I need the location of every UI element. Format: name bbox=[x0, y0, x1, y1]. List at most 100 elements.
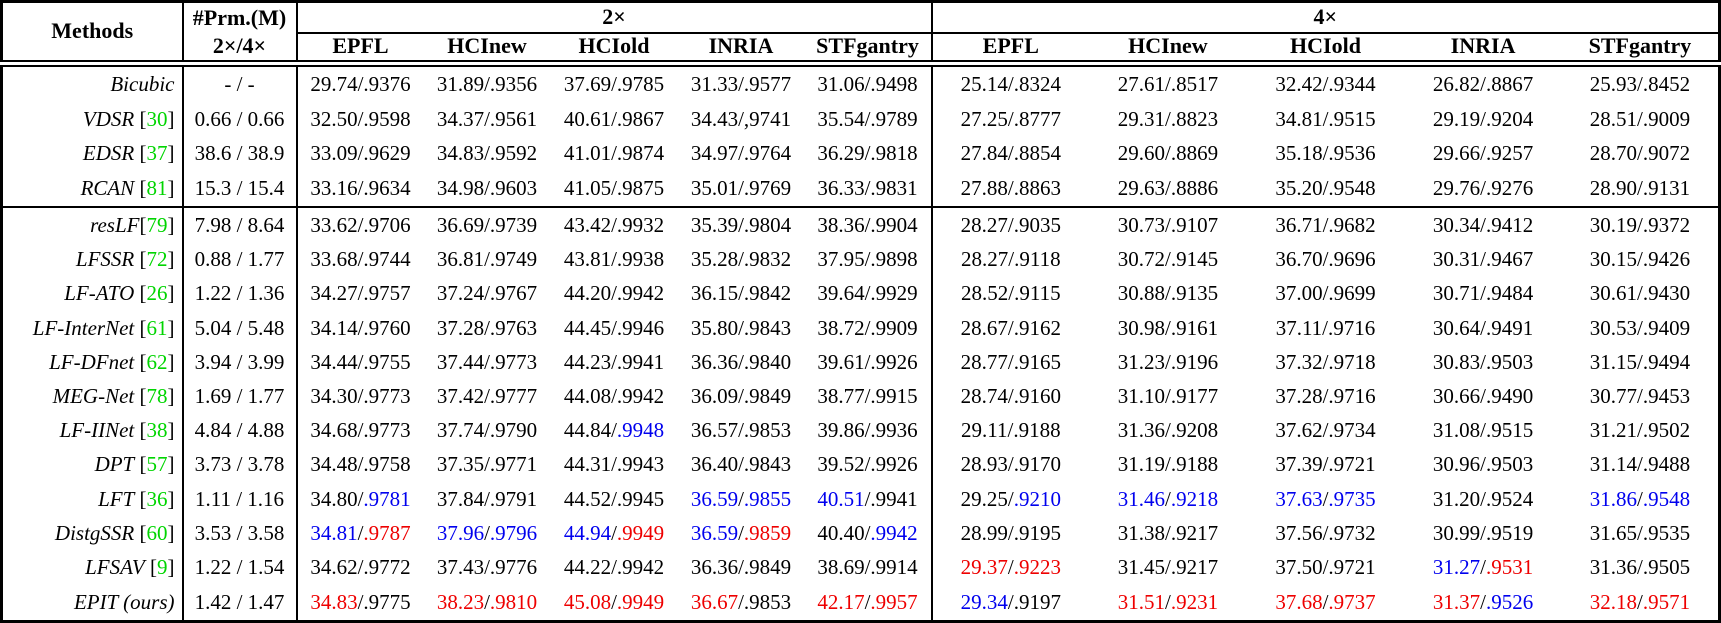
table-row: DistgSSR [60] 3.53 / 3.58 34.81/.9787 37.96… bbox=[1, 516, 1720, 551]
metric-cell: 28.27/.9118 bbox=[961, 247, 1061, 272]
metric-cell: 28.90/.9131 bbox=[1561, 171, 1720, 208]
metric-cell: 38.77/.9915 bbox=[804, 379, 933, 414]
metric-cell: 44.20/.9942 bbox=[563, 281, 665, 306]
citation-ref: [38] bbox=[134, 418, 175, 443]
metric-cell: 34.81/.9515 bbox=[1275, 107, 1376, 132]
metric-cell: 37.43/.9776 bbox=[436, 555, 538, 580]
metric-cell: 34.83/.9592 bbox=[436, 141, 538, 166]
metric-cell: 34.81/.9787 bbox=[310, 520, 411, 545]
metric-cell: 36.09/.9849 bbox=[690, 383, 792, 408]
table-row: RCAN [81] 15.3 / 15.4 33.16/.9634 34.98/.96… bbox=[1, 171, 1720, 208]
metric-cell: 31.19/.9188 bbox=[1117, 452, 1219, 477]
metric-cell: 34.80/.9781 bbox=[310, 486, 411, 511]
metric-cell: 28.52/.9115 bbox=[961, 281, 1061, 306]
metric-cell: 30.66/.9490 bbox=[1432, 383, 1534, 408]
param-count: 1.22 / 1.54 bbox=[182, 550, 298, 586]
metric-cell: 36.15/.9842 bbox=[690, 281, 792, 306]
metric-cell: 37.74/.9790 bbox=[436, 418, 538, 443]
param-count: - / - bbox=[182, 63, 298, 103]
metric-cell: 36.59/.9855 bbox=[690, 486, 792, 511]
metric-cell: 31.33/.9577 bbox=[690, 72, 792, 97]
method-name: DistgSSR [60] bbox=[1, 516, 184, 551]
dataset-header-4x-inria: INRIA bbox=[1404, 32, 1562, 67]
metric-cell: 28.77/.9165 bbox=[960, 349, 1061, 374]
metric-cell: 37.44/.9773 bbox=[436, 349, 538, 374]
param-count: 0.66 / 0.66 bbox=[182, 102, 298, 138]
metric-cell: 32.18/.9571 bbox=[1589, 589, 1691, 614]
metric-cell: 44.22/.9942 bbox=[563, 555, 665, 580]
citation-ref: [72] bbox=[134, 247, 175, 272]
dataset-header-4x-epfl: EPFL bbox=[931, 32, 1090, 67]
citation-ref: [30] bbox=[134, 107, 175, 132]
citation-ref: [79] bbox=[139, 212, 175, 237]
metric-cell: 29.37/.9223 bbox=[960, 555, 1061, 580]
metric-cell: 31.27/.9531 bbox=[1432, 555, 1534, 580]
metric-cell: 34.68/.9773 bbox=[310, 418, 411, 443]
metric-cell: 38.72/.9909 bbox=[804, 311, 933, 346]
metric-cell: 28.27/.9035 bbox=[960, 212, 1061, 237]
metric-cell: 31.14/.9488 bbox=[1589, 452, 1691, 477]
param-count: 38.6 / 38.9 bbox=[182, 137, 298, 172]
metric-cell: 43.81/.9938 bbox=[563, 247, 665, 272]
metric-cell: 25.93/.8452 bbox=[1589, 72, 1691, 97]
table-row: DPT [57] 3.73 / 3.78 34.48/.9758 37.35/.977… bbox=[1, 448, 1720, 483]
metric-cell: 35.28/.9832 bbox=[690, 247, 792, 272]
method-name: LFT [36] bbox=[1, 482, 184, 517]
metric-cell: 40.61/.9867 bbox=[563, 107, 665, 132]
method-name: EPIT (ours) bbox=[1, 585, 184, 622]
metric-cell: 35.39/.9804 bbox=[690, 212, 792, 237]
metric-cell: 31.06/.9498 bbox=[804, 63, 933, 103]
metric-cell: 37.28/.9716 bbox=[1275, 383, 1376, 408]
scale-4x-group-header: 4× bbox=[931, 1, 1720, 34]
metric-cell: 34.44/.9755 bbox=[310, 349, 411, 374]
dataset-header-2x-inria: INRIA bbox=[677, 32, 805, 67]
metric-cell: 41.05/.9875 bbox=[550, 171, 678, 208]
metric-cell: 31.36/.9208 bbox=[1117, 418, 1219, 443]
table-row: LFSSR [72] 0.88 / 1.77 33.68/.9744 36.81/.9… bbox=[1, 242, 1720, 277]
metric-cell: 30.19/.9372 bbox=[1589, 212, 1691, 237]
param-count: 1.42 / 1.47 bbox=[182, 585, 298, 622]
metric-cell: 36.36/.9849 bbox=[690, 555, 792, 580]
metric-cell: 35.01/.9769 bbox=[677, 171, 805, 208]
metric-cell: 37.56/.9732 bbox=[1275, 520, 1376, 545]
metric-cell: 30.71/.9484 bbox=[1432, 281, 1534, 306]
metric-cell: 43.42/.9932 bbox=[563, 212, 665, 237]
metric-cell: 34.43/,9741 bbox=[690, 107, 792, 132]
param-count: 3.53 / 3.58 bbox=[182, 516, 298, 551]
metric-cell: 28.70/.9072 bbox=[1589, 141, 1691, 166]
metric-cell: 28.67/.9162 bbox=[960, 315, 1061, 340]
metric-cell: 34.30/.9773 bbox=[310, 383, 411, 408]
metric-cell: 41.01/.9874 bbox=[563, 141, 665, 166]
metric-cell: 40.40/.9942 bbox=[804, 516, 933, 551]
metric-cell: 27.61/.8517 bbox=[1117, 72, 1219, 97]
param-count: 1.11 / 1.16 bbox=[182, 482, 298, 517]
table-body: Bicubic - / - 29.74/.9376 31.89/.9356 37.69/… bbox=[1, 63, 1720, 622]
metric-cell: 31.45/.9217 bbox=[1117, 555, 1219, 580]
metric-cell: 39.52/.9926 bbox=[804, 448, 933, 483]
metric-cell: 29.74/.9376 bbox=[310, 72, 411, 97]
method-name: LF-ATO [26] bbox=[1, 276, 184, 312]
table-row: VDSR [30] 0.66 / 0.66 32.50/.9598 34.37/.95… bbox=[1, 102, 1720, 138]
table-row: LF-ATO [26] 1.22 / 1.36 34.27/.9757 37.24/.… bbox=[1, 276, 1720, 312]
metric-cell: 37.11/.9716 bbox=[1275, 315, 1376, 340]
metric-cell: 34.83/.9775 bbox=[310, 589, 411, 614]
metric-cell: 30.83/.9503 bbox=[1432, 349, 1534, 374]
metric-cell: 36.29/.9818 bbox=[804, 137, 933, 172]
metric-cell: 40.51/.9941 bbox=[804, 482, 933, 517]
metric-cell: 36.40/.9843 bbox=[690, 452, 792, 477]
metric-cell: 44.52/.9945 bbox=[563, 486, 665, 511]
metric-cell: 37.62/.9734 bbox=[1275, 418, 1376, 443]
metric-cell: 36.69/.9739 bbox=[436, 212, 538, 237]
citation-ref: [61] bbox=[134, 315, 175, 340]
params-header-line2: 2×/4× bbox=[212, 32, 267, 58]
param-count: 3.73 / 3.78 bbox=[182, 448, 298, 483]
method-name: LF-InterNet [61] bbox=[1, 311, 184, 346]
dataset-header-4x-stfgantry: STFgantry bbox=[1561, 32, 1720, 67]
metric-cell: 31.10/.9177 bbox=[1117, 383, 1219, 408]
metric-cell: 31.38/.9217 bbox=[1117, 520, 1219, 545]
metric-cell: 34.37/.9561 bbox=[436, 107, 538, 132]
metric-cell: 34.97/.9764 bbox=[690, 141, 792, 166]
metric-cell: 36.59/.9859 bbox=[690, 520, 792, 545]
metric-cell: 36.81/.9749 bbox=[436, 247, 538, 272]
metric-cell: 30.61/.9430 bbox=[1589, 281, 1691, 306]
